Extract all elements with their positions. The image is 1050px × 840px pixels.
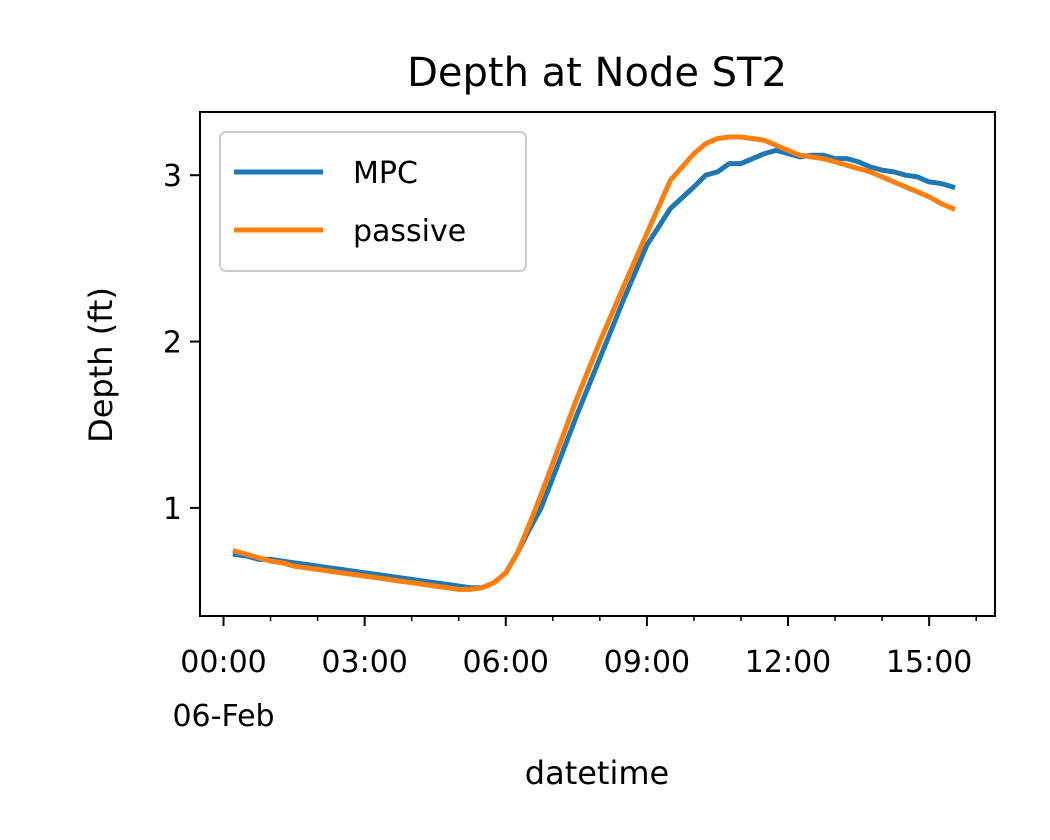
y-tick-label: 3 [163,159,182,194]
y-tick-label: 2 [163,326,182,361]
series-line-passive [232,134,956,592]
x-tick-sublabel: 06-Feb [172,699,274,734]
legend-box [219,131,527,272]
x-axis-label: datetime [525,754,669,792]
x-tick-label: 09:00 [604,645,690,680]
x-tick-label: 12:00 [745,645,831,680]
x-tick-label: 03:00 [321,645,407,680]
series-line-mpc [232,147,956,591]
y-axis: 1 2 3 [163,159,200,527]
legend: MPC passive [219,131,527,272]
y-tick-label: 1 [163,492,182,527]
y-axis-label: Depth (ft) [82,287,120,443]
plot-area [232,134,956,592]
legend-label-mpc: MPC [353,156,418,191]
legend-label-passive: passive [353,214,466,249]
x-axis: 00:00 06-Feb 03:00 06:00 09:00 12:00 15:00 [172,616,977,734]
x-tick-label: 06:00 [463,645,549,680]
chart-title: Depth at Node ST2 [407,50,787,96]
x-tick-label: 00:00 [180,645,266,680]
x-tick-label: 15:00 [886,645,972,680]
plot-frame [199,111,996,617]
